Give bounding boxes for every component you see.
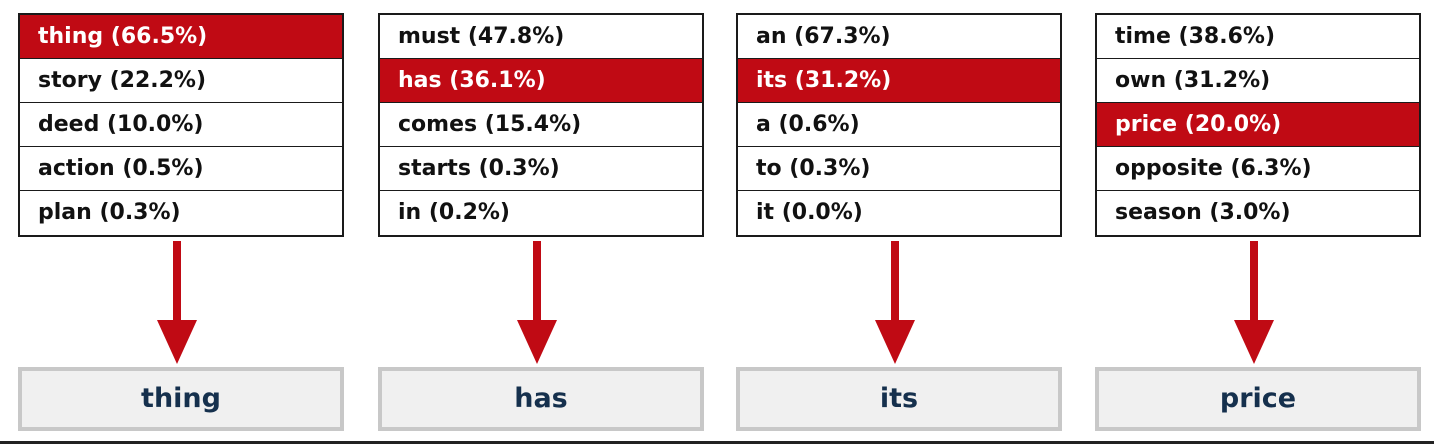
arrow-head: [517, 320, 557, 364]
candidate-list: must (47.8%) has (36.1%) comes (15.4%) s…: [378, 13, 704, 237]
candidate-row: time (38.6%): [1097, 15, 1419, 59]
candidate-row: an (67.3%): [738, 15, 1060, 59]
step-column-3: an (67.3%) its (31.2%) a (0.6%) to (0.3%…: [736, 13, 1062, 433]
candidate-row: story (22.2%): [20, 59, 342, 103]
arrow-head: [875, 320, 915, 364]
bottom-divider: [0, 441, 1434, 444]
step-column-2: must (47.8%) has (36.1%) comes (15.4%) s…: [378, 13, 704, 433]
candidate-row-selected: has (36.1%): [380, 59, 702, 103]
candidate-row: action (0.5%): [20, 147, 342, 191]
candidate-row-selected: its (31.2%): [738, 59, 1060, 103]
candidate-row-selected: thing (66.5%): [20, 15, 342, 59]
candidate-row: deed (10.0%): [20, 103, 342, 147]
step-column-4: time (38.6%) own (31.2%) price (20.0%) o…: [1095, 13, 1421, 433]
candidate-row: to (0.3%): [738, 147, 1060, 191]
candidate-row: must (47.8%): [380, 15, 702, 59]
step-column-1: thing (66.5%) story (22.2%) deed (10.0%)…: [18, 13, 344, 433]
output-token: its: [736, 367, 1062, 431]
candidate-row: own (31.2%): [1097, 59, 1419, 103]
candidate-row-selected: price (20.0%): [1097, 103, 1419, 147]
output-token: thing: [18, 367, 344, 431]
arrow-shaft: [173, 241, 181, 321]
arrow-head: [1234, 320, 1274, 364]
candidate-row: plan (0.3%): [38, 200, 181, 225]
candidate-row: a (0.6%): [738, 103, 1060, 147]
candidate-row: starts (0.3%): [380, 147, 702, 191]
arrow-shaft: [1250, 241, 1258, 321]
output-token: price: [1095, 367, 1421, 431]
candidate-row: season (3.0%): [1115, 200, 1291, 225]
output-token: has: [378, 367, 704, 431]
arrow-shaft: [891, 241, 899, 321]
candidate-row: it (0.0%): [756, 200, 863, 225]
arrow-shaft: [533, 241, 541, 321]
candidate-list: an (67.3%) its (31.2%) a (0.6%) to (0.3%…: [736, 13, 1062, 237]
candidate-row: in (0.2%): [398, 200, 510, 225]
arrow-head: [157, 320, 197, 364]
candidate-list: time (38.6%) own (31.2%) price (20.0%) o…: [1095, 13, 1421, 237]
candidate-row: comes (15.4%): [380, 103, 702, 147]
candidate-list: thing (66.5%) story (22.2%) deed (10.0%)…: [18, 13, 344, 237]
candidate-row: opposite (6.3%): [1097, 147, 1419, 191]
